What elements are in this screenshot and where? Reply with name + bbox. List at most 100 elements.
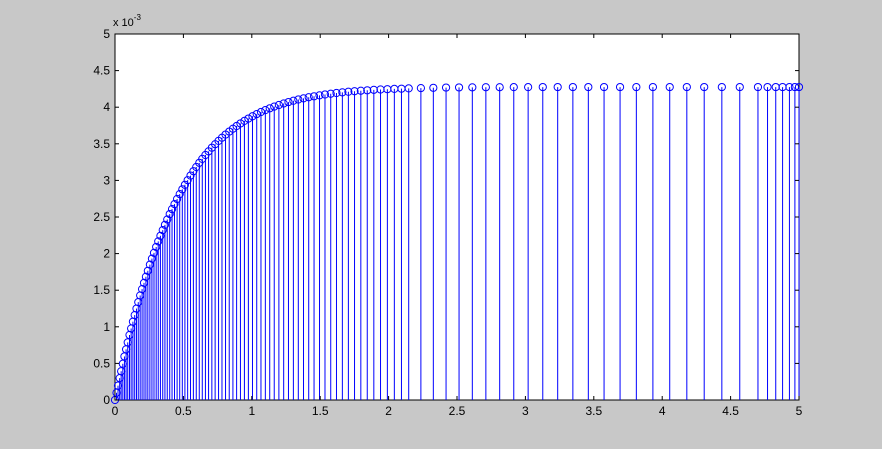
stem-marker xyxy=(315,91,324,100)
stem-marker xyxy=(294,95,303,104)
x-tick-label: 2.5 xyxy=(449,404,466,418)
x-tick-label: 0 xyxy=(112,404,119,418)
stem-marker xyxy=(192,162,201,172)
stem-marker xyxy=(149,248,159,257)
stem-marker xyxy=(244,114,253,123)
stem-marker xyxy=(665,82,674,92)
stem-marker xyxy=(145,260,154,269)
y-tick-label: 0.5 xyxy=(93,356,110,370)
stem-marker xyxy=(632,82,641,92)
stem-marker xyxy=(481,83,490,92)
stem-marker xyxy=(599,82,609,92)
stem-marker xyxy=(252,109,261,119)
stem-series xyxy=(110,82,804,405)
stem-marker xyxy=(717,82,726,92)
x-axis: 0 0.5 1 1.5 2 2.5 3 3.5 4 4.5 5 xyxy=(112,34,803,418)
stem-marker xyxy=(584,82,593,92)
x-tick-label: 3.5 xyxy=(585,404,602,418)
stem-marker xyxy=(261,106,270,115)
x-tick-label: 0.5 xyxy=(175,404,192,418)
stem-marker xyxy=(356,86,365,95)
stem-marker xyxy=(289,96,298,105)
stem-marker xyxy=(735,82,744,92)
stem-marker xyxy=(152,242,161,252)
stem-marker xyxy=(332,88,341,98)
stem-marker xyxy=(158,226,167,235)
stem-marker xyxy=(186,171,195,180)
stem-marker xyxy=(170,200,179,209)
stem-marker xyxy=(320,90,330,99)
y-tick-label: 4.5 xyxy=(93,64,110,78)
stem-marker xyxy=(189,167,198,176)
stem-marker xyxy=(178,185,187,194)
stem-marker xyxy=(175,189,184,199)
stem-marker xyxy=(154,237,163,246)
stem-marker xyxy=(284,97,293,107)
stem-marker xyxy=(553,82,562,92)
y-tick-label: 5 xyxy=(103,27,110,41)
stem-marker xyxy=(180,180,190,189)
y-tick-label: 3 xyxy=(103,173,110,187)
x-tick-label: 4.5 xyxy=(722,404,739,418)
stem-marker xyxy=(468,83,477,92)
stem-marker xyxy=(538,82,547,92)
x-tick-label: 4 xyxy=(659,404,666,418)
stem-marker xyxy=(173,194,182,204)
stem-marker xyxy=(568,82,577,92)
stem-marker xyxy=(309,92,319,101)
stem-marker xyxy=(248,112,257,121)
stem-marker xyxy=(794,82,804,92)
y-tick-label: 3.5 xyxy=(93,137,110,151)
y-tick-label: 4 xyxy=(103,100,110,114)
stem-marker xyxy=(299,94,308,103)
stem-marker xyxy=(265,104,274,113)
plot-area xyxy=(114,33,800,401)
stem-marker xyxy=(682,82,691,92)
y-tick-label: 2 xyxy=(103,247,110,261)
stem-marker xyxy=(763,82,772,92)
stem-marker xyxy=(495,83,504,92)
stem-marker xyxy=(404,84,413,93)
stem-marker xyxy=(753,82,763,92)
stem-marker xyxy=(304,93,313,102)
y-exponent-label: x 10-3 xyxy=(113,13,141,29)
x-tick-label: 5 xyxy=(796,404,803,418)
stem-marker xyxy=(790,82,799,92)
x-tick-label: 1 xyxy=(248,404,255,418)
stem-marker xyxy=(165,209,174,219)
y-tick-label: 1.5 xyxy=(93,283,110,297)
stem-marker xyxy=(363,86,372,95)
stem-marker xyxy=(350,87,359,96)
stem-marker xyxy=(454,83,464,92)
stem-marker xyxy=(524,83,533,92)
stem-marker xyxy=(270,102,279,111)
stem-marker xyxy=(429,83,438,92)
y-axis: 0 0.5 1 1.5 2 2.5 3 3.5 4 4.5 5 xyxy=(93,27,799,407)
stem-marker xyxy=(163,215,172,224)
y-tick-label: 1 xyxy=(103,320,110,334)
stem-marker xyxy=(156,231,165,240)
stem-marker xyxy=(183,176,192,185)
stem-marker xyxy=(147,254,157,263)
stem-marker xyxy=(274,100,283,110)
stem-marker xyxy=(509,83,518,92)
y-tick-label: 2.5 xyxy=(93,210,110,224)
stem-marker xyxy=(279,99,288,108)
stem-marker xyxy=(256,107,266,117)
stem-marker xyxy=(648,82,657,92)
x-tick-label: 1.5 xyxy=(312,404,329,418)
stem-marker xyxy=(160,220,170,229)
stem-marker xyxy=(700,82,709,92)
stem-marker xyxy=(441,83,451,92)
stem-marker xyxy=(344,87,353,96)
stem-marker xyxy=(338,88,347,97)
y-tick-label: 0 xyxy=(103,393,110,407)
stem-marker xyxy=(143,266,152,275)
stem-marker xyxy=(326,89,335,98)
stem-marker xyxy=(785,82,794,92)
stem-marker xyxy=(615,82,625,92)
stem-marker xyxy=(416,83,425,93)
x-tick-label: 3 xyxy=(522,404,529,418)
stem-marker xyxy=(167,204,177,214)
x-tick-label: 2 xyxy=(385,404,392,418)
